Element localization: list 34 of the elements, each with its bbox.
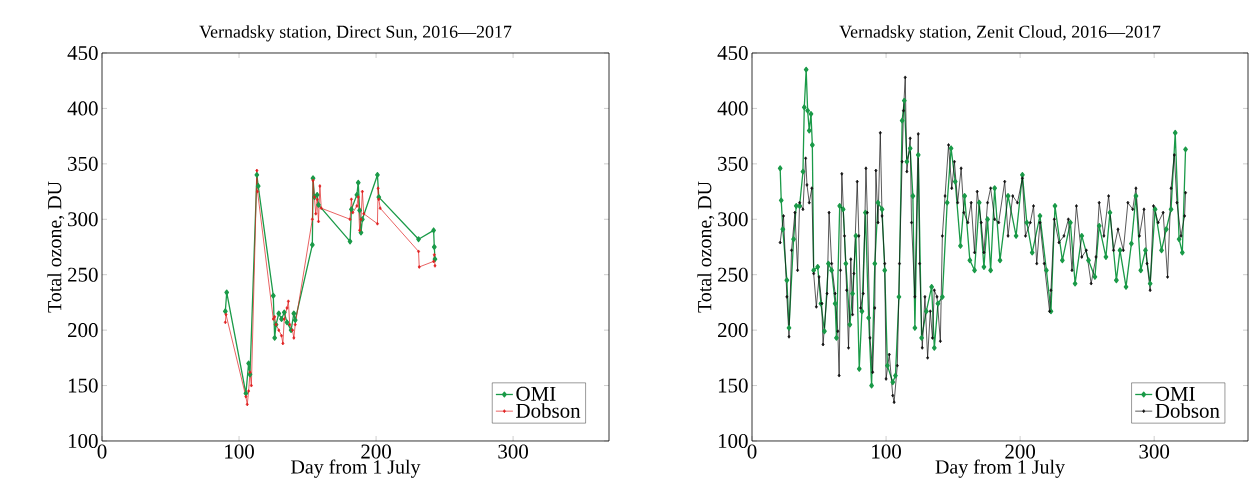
y-tick-label: 250 bbox=[68, 267, 98, 282]
x-axis-title: Day from 1 July bbox=[291, 459, 421, 478]
x-tick-label: 100 bbox=[872, 444, 901, 459]
y-tick-label: 150 bbox=[718, 378, 748, 393]
y-axis-title: Total ozone, DU bbox=[697, 181, 715, 313]
y-tick-label: 450 bbox=[67, 45, 98, 61]
x-tick-label: 200 bbox=[1005, 444, 1036, 459]
chart-title: Vernadsky station, Direct Sun, 2016—2017 bbox=[199, 25, 512, 42]
y-tick-label: 100 bbox=[718, 433, 748, 449]
y-tick-label: 450 bbox=[717, 45, 748, 61]
y-tick-label: 350 bbox=[718, 156, 748, 171]
legend-label: OMI bbox=[516, 386, 556, 401]
y-tick-label: 300 bbox=[718, 212, 748, 227]
x-axis-title: Day from 1 July bbox=[935, 459, 1065, 478]
y-tick-label: 350 bbox=[68, 156, 98, 171]
x-tick-label: 0 bbox=[97, 444, 107, 459]
x-tick-label: 300 bbox=[1139, 444, 1170, 459]
x-tick-label: 0 bbox=[747, 444, 757, 459]
y-tick-label: 150 bbox=[68, 378, 98, 393]
y-tick-label: 300 bbox=[68, 212, 98, 227]
x-tick-label: 200 bbox=[361, 444, 391, 459]
x-tick-label: 300 bbox=[498, 444, 528, 459]
y-tick-label: 200 bbox=[718, 323, 748, 338]
y-tick-label: 200 bbox=[68, 323, 98, 338]
y-tick-label: 400 bbox=[67, 101, 98, 116]
y-tick-label: 400 bbox=[717, 101, 748, 116]
y-tick-label: 100 bbox=[68, 433, 98, 449]
y-tick-label: 250 bbox=[718, 267, 748, 282]
y-axis-title: Total ozone, DU bbox=[47, 181, 65, 313]
legend-label: Dobson bbox=[516, 403, 581, 418]
legend-label: OMI bbox=[1155, 386, 1195, 401]
chart-title: Vernadsky station, Zenit Cloud, 2016—2017 bbox=[839, 25, 1161, 42]
legend-label: Dobson bbox=[1155, 403, 1220, 418]
x-tick-label: 100 bbox=[225, 444, 254, 459]
